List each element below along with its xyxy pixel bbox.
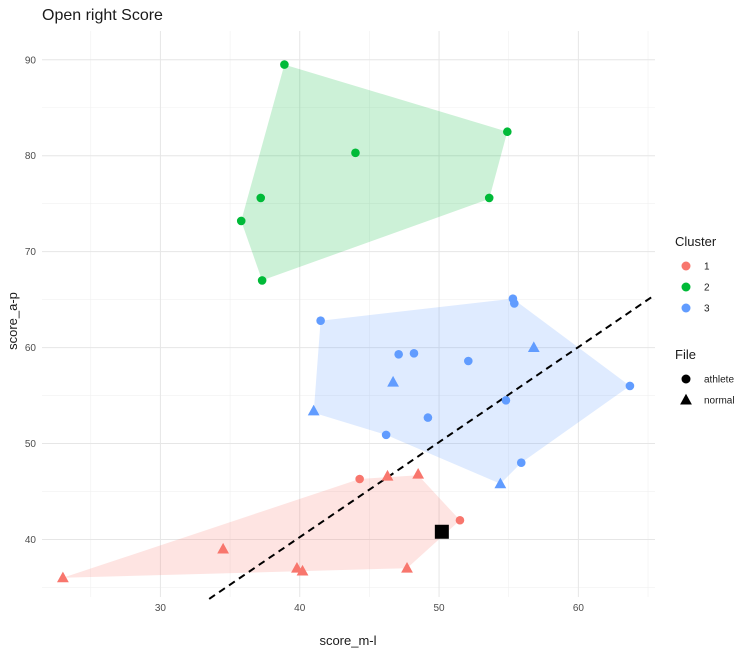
point-circle-cluster-3 <box>516 458 526 467</box>
legend-label-file: athlete <box>704 375 734 386</box>
point-triangle-cluster-3 <box>494 477 507 489</box>
point-circle-cluster-3 <box>409 349 419 358</box>
point-circle-cluster-3 <box>423 413 433 422</box>
cluster-hulls <box>62 64 630 578</box>
x-tick-label: 40 <box>294 603 306 614</box>
legend-label-cluster: 1 <box>704 262 710 273</box>
point-triangle-cluster-1 <box>412 468 425 479</box>
point-circle-cluster-3 <box>509 299 519 308</box>
point-circle-cluster-3 <box>464 356 473 366</box>
legend-label-file: normal <box>704 396 735 407</box>
legend-key-triangle <box>680 393 692 405</box>
highlight-point-square <box>434 524 449 539</box>
point-circle-cluster-2 <box>351 148 360 158</box>
x-tick-label: 60 <box>573 603 585 614</box>
point-circle-cluster-1 <box>455 515 465 525</box>
legend-key-cluster-3 <box>681 303 691 313</box>
legend-file-title: File <box>675 347 696 362</box>
point-triangle-cluster-3 <box>387 375 399 387</box>
point-circle-cluster-3 <box>394 349 403 359</box>
y-tick-label: 70 <box>25 247 37 258</box>
point-triangle-cluster-1 <box>57 571 69 583</box>
legend-key-circle <box>681 374 691 384</box>
y-tick-label: 40 <box>25 535 37 546</box>
reference-line-layer <box>208 293 656 600</box>
legend-file: File athlete normal <box>675 347 735 407</box>
y-tick-label: 80 <box>25 151 37 162</box>
y-axis-title: score_a-p <box>5 292 20 350</box>
legend-label-cluster: 3 <box>704 304 710 315</box>
point-triangle-cluster-3 <box>307 404 320 416</box>
chart-title: Open right Score <box>42 7 163 24</box>
point-circle-cluster-3 <box>316 316 325 326</box>
point-circle-cluster-2 <box>484 193 494 203</box>
point-triangle-cluster-3 <box>527 341 540 353</box>
hull-cluster-2 <box>241 64 508 281</box>
point-circle-cluster-1 <box>355 474 364 484</box>
legend-key-cluster-2 <box>681 282 691 292</box>
reference-line <box>208 293 656 600</box>
point-circle-cluster-2 <box>256 193 266 203</box>
point-triangle-cluster-1 <box>401 562 413 573</box>
data-points <box>57 60 635 583</box>
point-circle-cluster-2 <box>280 60 289 69</box>
point-circle-cluster-2 <box>236 216 246 226</box>
point-circle-cluster-3 <box>381 430 391 440</box>
tick-labels: 30 40 50 60 40 50 60 70 80 90 <box>25 55 584 614</box>
point-triangle-cluster-1 <box>296 564 309 576</box>
legend-cluster: Cluster 1 2 3 <box>675 234 717 315</box>
x-tick-label: 50 <box>433 603 445 614</box>
hull-cluster-3 <box>313 298 630 484</box>
point-triangle-cluster-1 <box>381 469 394 481</box>
point-circle-cluster-3 <box>625 381 635 391</box>
x-tick-label: 30 <box>155 603 167 614</box>
y-tick-label: 90 <box>25 55 37 66</box>
point-circle-cluster-2 <box>257 276 267 285</box>
x-axis-title: score_m-l <box>319 633 376 648</box>
y-tick-label: 60 <box>25 343 37 354</box>
legend-key-cluster-1 <box>681 261 691 271</box>
point-triangle-cluster-1 <box>217 542 230 554</box>
y-tick-label: 50 <box>25 439 37 450</box>
grid <box>42 31 655 597</box>
hull-cluster-1 <box>62 475 461 578</box>
legend-label-cluster: 2 <box>704 283 710 294</box>
point-circle-cluster-3 <box>501 396 511 405</box>
legend-cluster-title: Cluster <box>675 234 717 249</box>
point-circle-cluster-2 <box>503 127 512 137</box>
